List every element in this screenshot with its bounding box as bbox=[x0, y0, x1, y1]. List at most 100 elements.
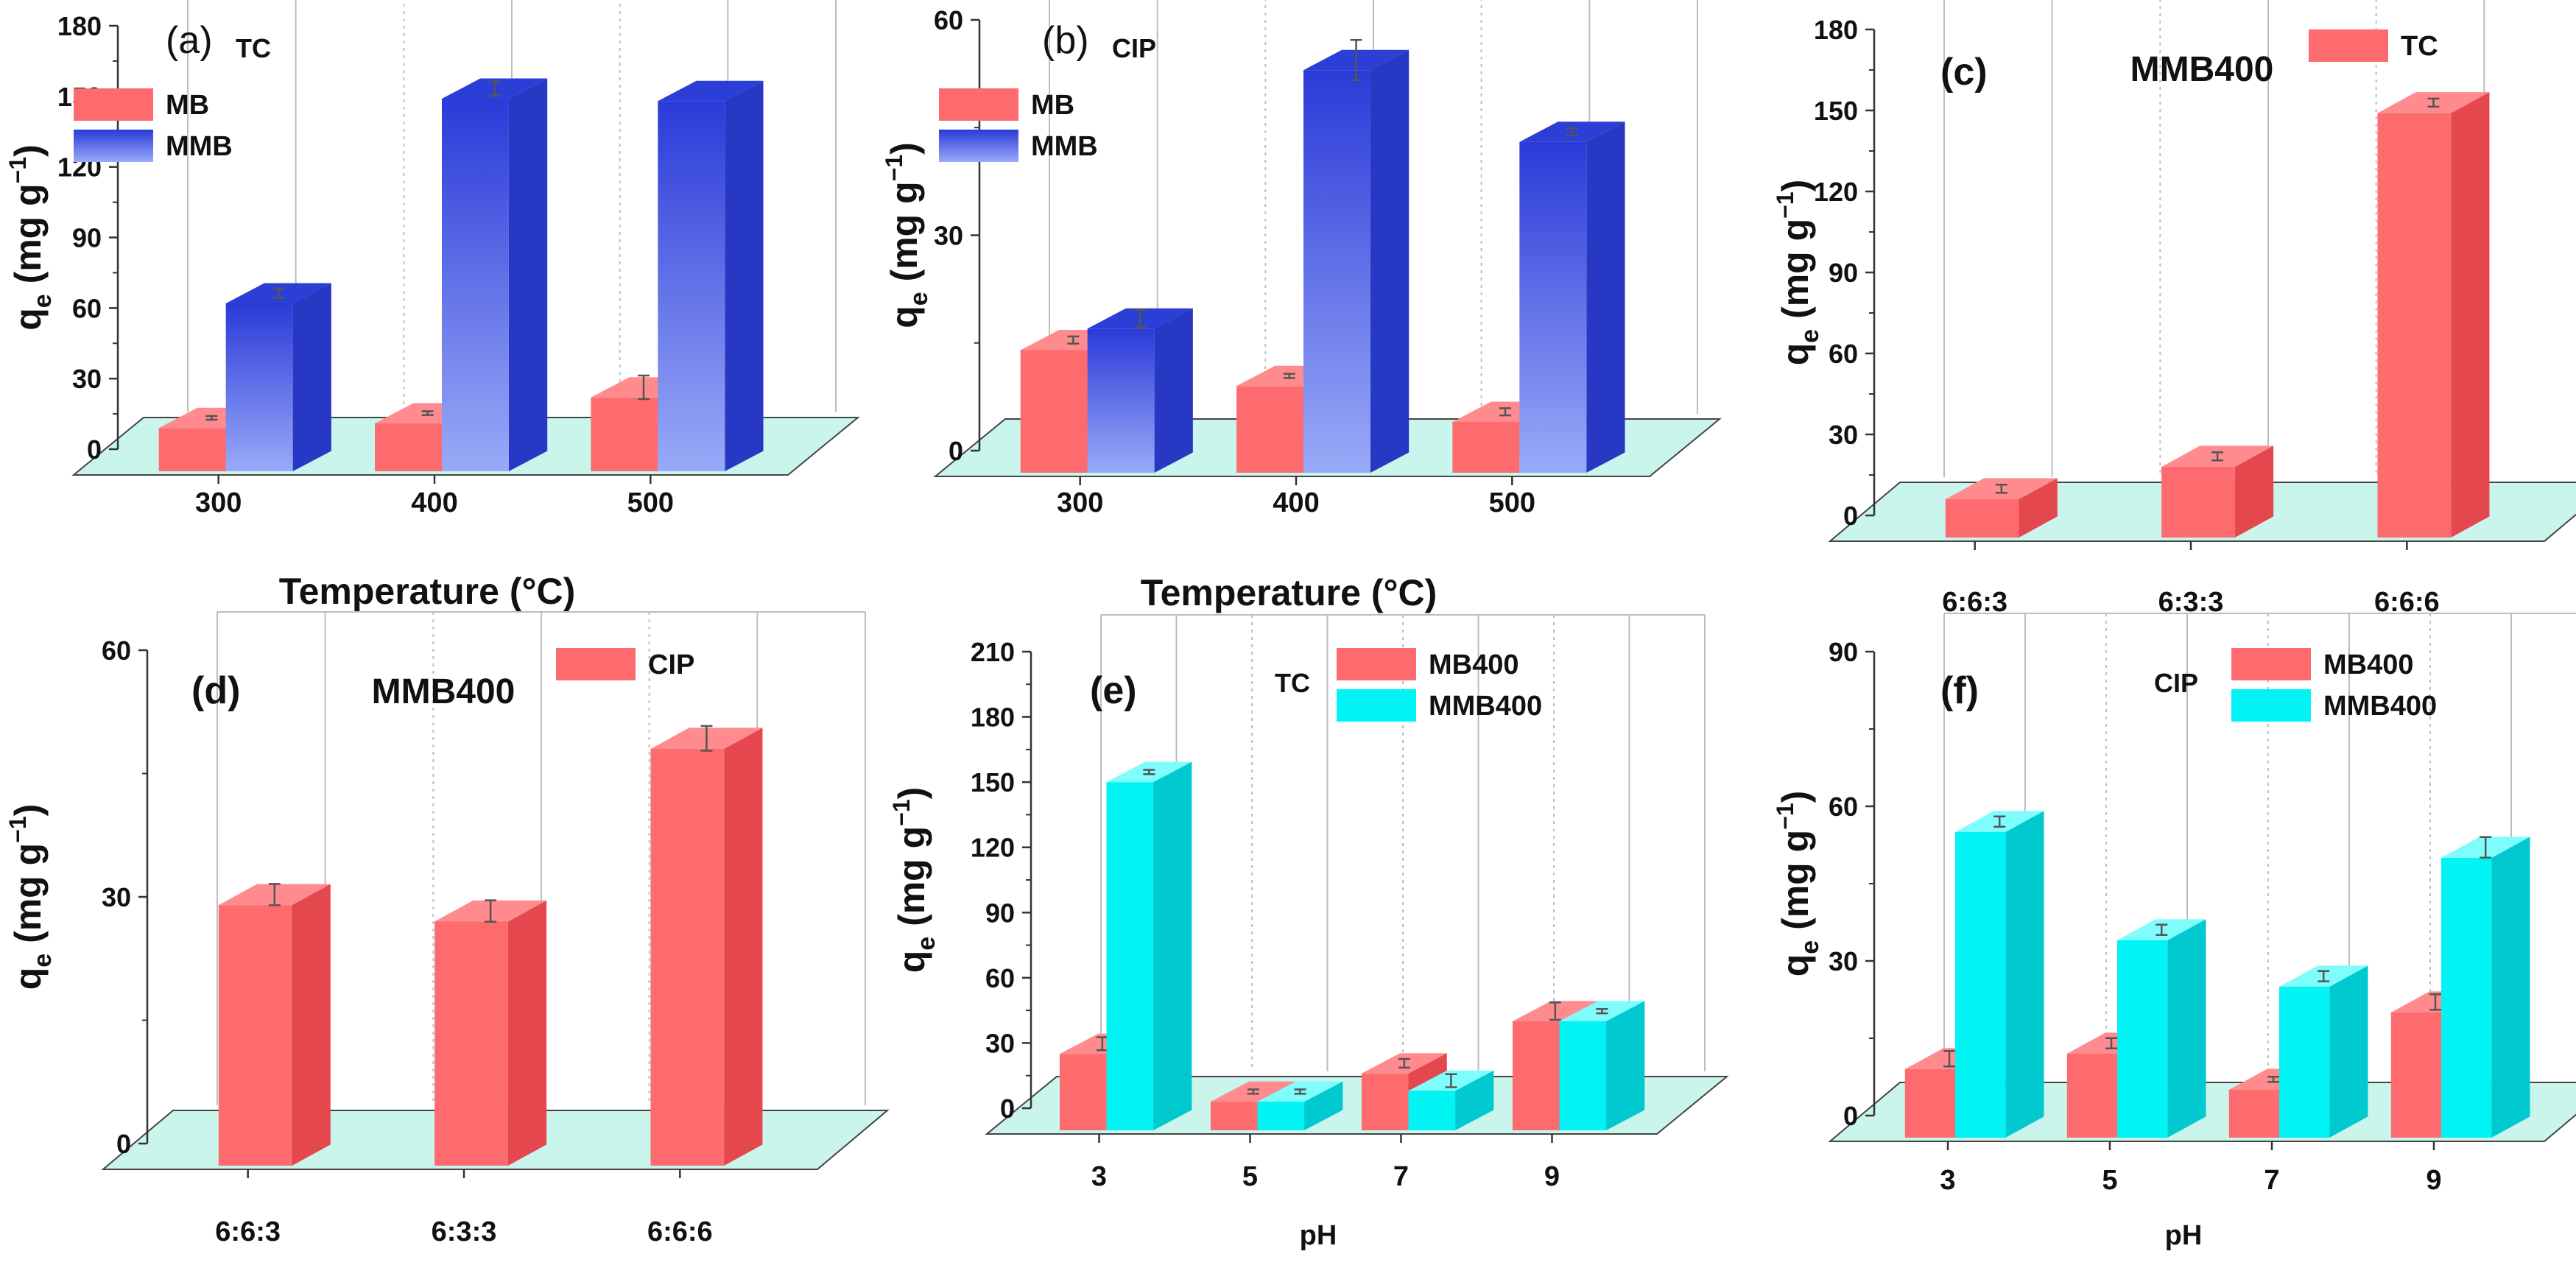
y-tick-label: 30 bbox=[1829, 946, 1858, 976]
bar-side bbox=[292, 283, 331, 471]
bar-front bbox=[375, 423, 442, 471]
bar-mmb-500 bbox=[1519, 121, 1625, 473]
y-tick-label: 30 bbox=[1829, 420, 1858, 450]
y-tick-label: 0 bbox=[116, 1129, 131, 1159]
y-tick-label: 60 bbox=[1829, 339, 1858, 369]
y-axis-label: qe (mg g−1) bbox=[1772, 791, 1824, 977]
bar-front bbox=[1361, 1073, 1409, 1130]
legend-item-mmb400: MMB400 bbox=[2231, 689, 2437, 722]
bar-mmb400-9 bbox=[2441, 836, 2530, 1138]
legend-label: MB400 bbox=[1429, 649, 1519, 680]
bar-side bbox=[2234, 445, 2274, 538]
bar-front bbox=[158, 428, 226, 471]
bar-mmb-400 bbox=[1303, 38, 1410, 473]
y-tick-label: 60 bbox=[934, 5, 963, 35]
bar-mmb-500 bbox=[658, 80, 764, 471]
y-tick-label: 30 bbox=[985, 1028, 1015, 1058]
legend-label: MMB400 bbox=[1429, 691, 1542, 722]
bar-front bbox=[2228, 1090, 2279, 1138]
bar-front bbox=[2161, 467, 2235, 538]
bar-side bbox=[2005, 811, 2044, 1138]
bar-cip-6:6:3 bbox=[218, 883, 331, 1166]
y-tick-label: 90 bbox=[72, 223, 102, 253]
legend-item-cip: CIP bbox=[556, 648, 694, 680]
y-axis-label: qe (mg g−1) bbox=[888, 787, 940, 973]
legend-item-mb: MB bbox=[74, 88, 209, 121]
y-tick-label: 120 bbox=[1814, 177, 1858, 207]
bar-top bbox=[658, 80, 764, 102]
panel-tag: MMB400 bbox=[372, 672, 515, 711]
bar-side bbox=[2451, 92, 2490, 538]
x-axis-label: pH bbox=[1300, 1220, 1337, 1251]
bar-side bbox=[724, 728, 763, 1166]
y-tick-label: 30 bbox=[934, 221, 963, 251]
legend-label: MB bbox=[166, 90, 209, 121]
x-tick-label: 5 bbox=[2102, 1165, 2117, 1196]
y-tick-label: 0 bbox=[1000, 1093, 1015, 1124]
bar-front bbox=[2279, 987, 2330, 1138]
x-tick-label: 400 bbox=[1273, 487, 1319, 518]
bar-mmb400-9 bbox=[1559, 1001, 1645, 1130]
legend-label: TC bbox=[2401, 31, 2438, 62]
bar-front bbox=[1303, 70, 1370, 473]
bar-front bbox=[658, 101, 725, 471]
bar-mmb400-5 bbox=[1257, 1081, 1343, 1130]
bar-front bbox=[1945, 499, 2019, 538]
x-tick-label: 5 bbox=[1242, 1161, 1258, 1192]
y-tick-label: 60 bbox=[1829, 792, 1858, 822]
bar-front bbox=[442, 99, 509, 471]
panel-tag: TC bbox=[1275, 668, 1310, 698]
x-axis-label: Temperature (°C) bbox=[1141, 572, 1437, 613]
y-tick-label: 0 bbox=[1843, 1101, 1858, 1131]
bar-side bbox=[1586, 121, 1625, 473]
bar-side bbox=[1153, 761, 1192, 1130]
y-axis-label: qe (mg g−1) bbox=[881, 142, 933, 328]
x-tick-label: 400 bbox=[411, 487, 457, 518]
bar-front bbox=[1087, 328, 1155, 473]
bar-side bbox=[1304, 1081, 1343, 1130]
x-tick-label: 6:3:3 bbox=[432, 1216, 497, 1247]
bar-mmb-400 bbox=[442, 78, 548, 472]
panel-label: (b) bbox=[1042, 19, 1089, 62]
y-tick-label: 150 bbox=[1814, 96, 1858, 126]
y-tick-label: 90 bbox=[1829, 258, 1858, 288]
bar-side bbox=[1455, 1070, 1494, 1130]
bar-front bbox=[1059, 1054, 1107, 1130]
x-tick-label: 500 bbox=[627, 487, 674, 518]
y-axis-label: qe (mg g−1) bbox=[4, 804, 57, 990]
bar-front bbox=[1904, 1069, 1955, 1138]
panel-b: 0 30 60 qe (mg g−1) 300 400 500 Temperature (°C… bbox=[881, 0, 1722, 613]
bar-side bbox=[2167, 919, 2206, 1138]
bar-side bbox=[1606, 1001, 1645, 1130]
legend-swatch bbox=[1337, 689, 1416, 722]
y-tick-label: 210 bbox=[971, 637, 1015, 667]
legend-item-mmb400: MMB400 bbox=[1337, 689, 1542, 722]
bar-front bbox=[650, 749, 725, 1166]
y-tick-label: 0 bbox=[87, 434, 102, 465]
bar-tc-6:6:3 bbox=[1945, 478, 2058, 538]
bar-front bbox=[2441, 858, 2492, 1138]
y-tick-label: 180 bbox=[57, 11, 102, 41]
bar-front bbox=[2390, 1012, 2441, 1138]
y-tick-label: 90 bbox=[985, 898, 1015, 928]
x-tick-label: 3 bbox=[1940, 1165, 1955, 1196]
legend-swatch bbox=[2231, 648, 2311, 680]
bar-front bbox=[2117, 940, 2168, 1138]
panel-label: (d) bbox=[191, 669, 240, 712]
legend-swatch bbox=[939, 130, 1018, 162]
legend-swatch bbox=[1337, 648, 1416, 680]
y-tick-label: 30 bbox=[102, 882, 131, 912]
bar-front bbox=[591, 397, 658, 471]
bar-tc-6:3:3 bbox=[2161, 445, 2274, 538]
y-tick-label: 30 bbox=[72, 364, 102, 394]
y-axis-label: qe (mg g−1) bbox=[1772, 180, 1824, 366]
y-tick-label: 150 bbox=[971, 767, 1015, 797]
bar-side bbox=[2329, 965, 2368, 1138]
panel-label: (e) bbox=[1090, 669, 1137, 712]
y-tick-label: 60 bbox=[102, 635, 131, 666]
x-tick-label: 7 bbox=[1393, 1161, 1409, 1192]
x-tick-label: 6:6:6 bbox=[647, 1216, 713, 1247]
y-tick-label: 180 bbox=[1814, 15, 1858, 45]
bar-front bbox=[2066, 1054, 2117, 1138]
panel-label: (c) bbox=[1940, 51, 1988, 94]
